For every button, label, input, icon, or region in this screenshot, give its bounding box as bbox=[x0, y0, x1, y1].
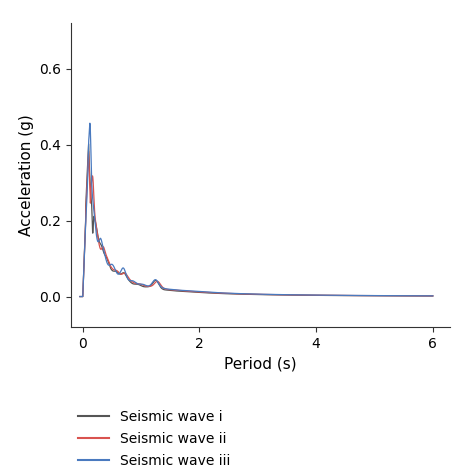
Seismic wave iii bbox=[289, 292, 294, 297]
Seismic wave i bbox=[141, 284, 147, 290]
Seismic wave i bbox=[340, 293, 346, 298]
Seismic wave ii bbox=[77, 294, 82, 299]
Legend: Seismic wave i, Seismic wave ii, Seismic wave iii: Seismic wave i, Seismic wave ii, Seismic… bbox=[78, 410, 230, 467]
Seismic wave ii bbox=[289, 292, 294, 297]
Seismic wave iii bbox=[340, 292, 346, 298]
Y-axis label: Acceleration (g): Acceleration (g) bbox=[19, 114, 34, 236]
Seismic wave i bbox=[307, 292, 312, 298]
Seismic wave ii bbox=[340, 293, 346, 298]
Seismic wave ii bbox=[430, 293, 436, 299]
Seismic wave iii bbox=[430, 293, 436, 299]
Seismic wave ii bbox=[141, 283, 147, 288]
Seismic wave iii bbox=[367, 293, 373, 298]
Seismic wave i bbox=[430, 293, 436, 299]
Seismic wave iii bbox=[87, 120, 93, 126]
Seismic wave iii bbox=[77, 294, 82, 299]
X-axis label: Period (s): Period (s) bbox=[224, 356, 297, 371]
Seismic wave i bbox=[86, 141, 91, 147]
Seismic wave i bbox=[77, 294, 82, 299]
Line: Seismic wave ii: Seismic wave ii bbox=[80, 151, 433, 297]
Seismic wave ii bbox=[367, 293, 373, 298]
Line: Seismic wave i: Seismic wave i bbox=[80, 144, 433, 297]
Seismic wave ii bbox=[86, 149, 91, 154]
Seismic wave ii bbox=[212, 290, 218, 296]
Line: Seismic wave iii: Seismic wave iii bbox=[80, 123, 433, 297]
Seismic wave i bbox=[367, 293, 373, 298]
Seismic wave iii bbox=[307, 292, 312, 298]
Seismic wave i bbox=[289, 292, 294, 298]
Seismic wave ii bbox=[307, 292, 312, 298]
Seismic wave i bbox=[212, 290, 218, 296]
Seismic wave iii bbox=[212, 290, 218, 295]
Seismic wave iii bbox=[141, 282, 147, 288]
